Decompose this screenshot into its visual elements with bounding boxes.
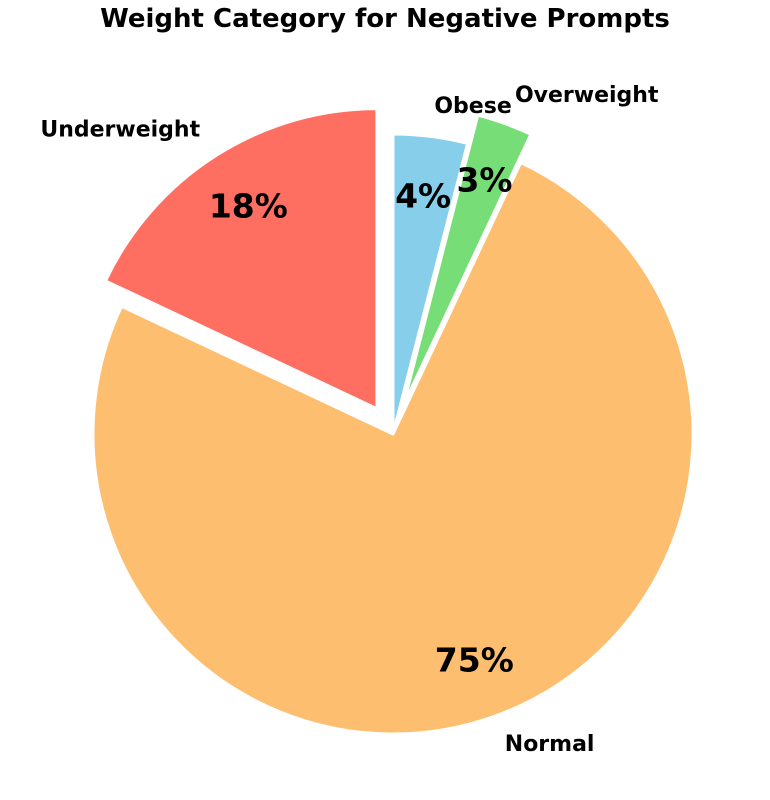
pie-labels: 18% Underweight 75% Normal 3% Overweight 4% Obe… [40,83,659,757]
pct-label-obese: 4% [395,176,451,215]
category-label-obese: Obese [434,94,511,119]
slice-normal [91,161,695,736]
slice-overweight [401,113,533,408]
chart-title: Weight Category for Negative Prompts [100,4,670,34]
slice-underweight [103,107,379,411]
category-label-overweight: Overweight [515,83,659,108]
pct-label-underweight: 18% [209,187,288,226]
pie-slices [91,107,695,736]
category-label-underweight: Underweight [40,118,200,143]
pct-label-normal: 75% [435,640,514,679]
pct-label-overweight: 3% [456,160,512,199]
category-label-normal: Normal [505,732,595,757]
slice-obese [391,132,470,436]
